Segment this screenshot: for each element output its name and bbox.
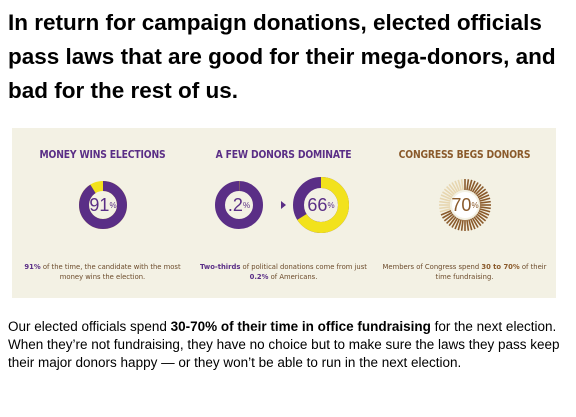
sunburst-tick	[451, 217, 459, 228]
donut-91-percent: 91%	[79, 181, 127, 229]
percent-label: .2%	[227, 194, 251, 215]
headline: In return for campaign donations, electe…	[8, 10, 556, 103]
sunburst-tick	[468, 219, 473, 231]
sunburst-tick	[440, 210, 452, 216]
panel-title: CONGRESS BEGS DONORS	[398, 149, 531, 161]
infographic: MONEY WINS ELECTIONS 91% 91% of the time…	[12, 128, 556, 298]
donut-0-2-percent: .2%	[215, 181, 263, 229]
panel-money-wins-elections: MONEY WINS ELECTIONS 91% 91% of the time…	[12, 128, 193, 298]
sunburst-tick	[446, 215, 455, 224]
panel-caption: 91% of the time, the candidate with the …	[24, 263, 181, 281]
sunburst-tick	[476, 188, 487, 197]
sunburst-tick	[442, 211, 453, 219]
sunburst-tick	[448, 216, 457, 227]
percent-label: 66%	[307, 194, 335, 215]
percent-label: 91%	[89, 194, 117, 215]
panel-caption: Two-thirds of political donations come f…	[200, 263, 367, 281]
sunburst-chart-icon	[439, 179, 491, 231]
sunburst-tick	[466, 179, 470, 191]
percent-label: 70%	[451, 194, 479, 215]
sunburst-tick	[473, 216, 482, 227]
sunburst-tick	[439, 208, 451, 213]
sunburst-tick	[443, 213, 454, 222]
sunburst-tick	[471, 217, 479, 228]
sunburst-tick	[439, 206, 451, 210]
body-paragraph: Our elected officials spend 30-70% of th…	[8, 319, 560, 370]
sunburst-tick	[479, 208, 491, 213]
sunburst-tick	[478, 210, 490, 216]
donut-chart-icon	[215, 181, 263, 229]
panel-title: A FEW DONORS DOMINATE	[215, 149, 352, 161]
sunburst-tick	[470, 180, 476, 192]
sunburst-tick	[476, 213, 487, 222]
donut-70-percent: 70%	[438, 178, 492, 232]
sunburst-tick	[454, 218, 460, 230]
sunburst-tick	[439, 197, 451, 202]
sunburst-tick	[443, 188, 454, 197]
sunburst-tick	[478, 194, 490, 200]
sunburst-tick	[460, 179, 464, 191]
sunburst-tick	[479, 206, 491, 210]
sunburst-tick	[460, 219, 464, 231]
sunburst-tick	[454, 180, 460, 192]
donut-chart-icon	[293, 177, 349, 233]
sunburst-tick	[451, 182, 459, 193]
donut-66-percent: 66%	[293, 177, 349, 233]
sunburst-tick	[477, 211, 488, 219]
sunburst-tick	[477, 191, 488, 199]
sunburst-tick	[446, 186, 455, 195]
panel-caption: Members of Congress spend 30 to 70% of t…	[382, 263, 547, 281]
sunburst-tick	[439, 200, 451, 204]
sunburst-tick	[466, 219, 470, 231]
sunburst-tick	[457, 179, 462, 191]
sunburst-tick	[468, 179, 473, 191]
sunburst-tick	[440, 194, 452, 200]
sunburst-tick	[475, 186, 484, 195]
panel-title: MONEY WINS ELECTIONS	[39, 149, 166, 161]
donut-chart-icon	[79, 181, 127, 229]
sunburst-tick	[448, 183, 457, 194]
panel-few-donors-dominate: A FEW DONORS DOMINATE .2% 66% Two-thirds…	[193, 128, 374, 298]
sunburst-tick	[479, 200, 491, 204]
sunburst-tick	[470, 218, 476, 230]
arrow-right-icon	[281, 201, 286, 209]
sunburst-tick	[442, 191, 453, 199]
sunburst-tick	[475, 215, 484, 224]
sunburst-tick	[457, 219, 462, 231]
sunburst-tick	[479, 197, 491, 202]
sunburst-tick	[473, 183, 482, 194]
sunburst-tick	[471, 182, 479, 193]
panel-congress-begs-donors: CONGRESS BEGS DONORS 70% Members of Cong…	[374, 128, 555, 298]
